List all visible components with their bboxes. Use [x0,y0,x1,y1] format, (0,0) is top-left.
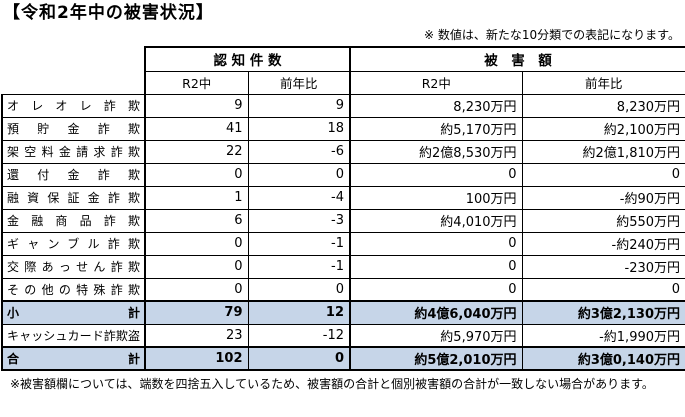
damage-r2-cell: 0 [349,254,523,279]
header-damage-r2: R2中 [349,70,523,95]
damage-r2-cell: 0 [349,231,523,256]
damage-yoy-cell: 約3億2,130万円 [521,300,685,325]
cases-yoy-cell: 0 [247,277,351,302]
cases-yoy-cell: 0 [247,346,351,371]
damage-r2-cell: 0 [349,277,523,302]
row-label: 融資保証金詐欺 [1,185,146,210]
cases-yoy-cell: 18 [247,116,351,141]
damage-r2-cell: 0 [349,162,523,187]
header-spacer [2,47,145,71]
damage-yoy-cell: 0 [521,277,685,302]
cases-yoy-cell: 12 [247,300,351,325]
header-spacer [2,71,145,94]
damage-r2-cell: 8,230万円 [349,93,523,118]
damage-yoy-cell: 8,230万円 [521,93,685,118]
cases-r2-cell: 102 [144,346,249,371]
row-label: 預貯金詐欺 [1,116,146,141]
cases-r2-cell: 0 [144,277,249,302]
damage-yoy-cell: 0 [521,162,685,187]
table-row: 還付金詐欺 0 0 0 0 [1,162,685,187]
damage-yoy-cell: 約3億0,140万円 [521,346,685,371]
row-label: 交際あっせん詐欺 [1,254,146,279]
cases-r2-cell: 6 [144,208,249,233]
damage-r2-cell: 100万円 [349,185,523,210]
header-cases-yoy: 前年比 [247,70,351,95]
row-label: 架空料金請求詐欺 [1,139,146,164]
cases-yoy-cell: -3 [247,208,351,233]
damage-r2-cell: 約2億8,530万円 [349,139,523,164]
damage-r2-cell: 約5,170万円 [349,116,523,141]
row-label: キャッシュカード詐欺盗 [1,323,146,348]
cases-yoy-cell: -12 [247,323,351,348]
header-group-row: 認 知 件 数 被 害 額 [2,46,685,72]
damage-yoy-cell: -約240万円 [521,231,685,256]
row-label: オレオレ詐欺 [1,93,146,118]
row-label: 金融商品詐欺 [1,208,146,233]
table-row: 交際あっせん詐欺 0 -1 0 -230万円 [1,254,685,279]
cases-yoy-cell: -1 [247,254,351,279]
cases-r2-cell: 9 [144,93,249,118]
row-label: 合計 [1,346,146,371]
header-sub-row: R2中 前年比 R2中 前年比 [2,70,685,95]
table-row: ギャンブル詐欺 0 -1 0 -約240万円 [1,231,685,256]
subtotal-row: 小計 79 12 約4億6,040万円 約3億2,130万円 [1,300,685,325]
cases-yoy-cell: -6 [247,139,351,164]
cases-r2-cell: 23 [144,323,249,348]
classification-note: ※ 数値は、新たな10分類での表記になります。 [424,28,680,42]
damage-r2-cell: 約4,010万円 [349,208,523,233]
cases-yoy-cell: -4 [247,185,351,210]
cases-r2-cell: 41 [144,116,249,141]
table-row: キャッシュカード詐欺盗 23 -12 約5,970万円 -約1,990万円 [1,323,685,348]
damage-yoy-cell: -約90万円 [521,185,685,210]
damage-r2-cell: 約5,970万円 [349,323,523,348]
header-damage-group: 被 害 額 [349,46,685,72]
header-damage-yoy: 前年比 [521,70,685,95]
cases-r2-cell: 22 [144,139,249,164]
damage-yoy-cell: -約1,990万円 [521,323,685,348]
rounding-note: ※被害額欄については、端数を四捨五入しているため、被害額の合計と個別被害額の合計… [10,377,654,391]
row-label: 小計 [1,300,146,325]
header-cases-r2: R2中 [144,70,249,95]
damage-yoy-cell: -230万円 [521,254,685,279]
damage-yoy-cell: 約550万円 [521,208,685,233]
cases-r2-cell: 1 [144,185,249,210]
cases-yoy-cell: 0 [247,162,351,187]
table-row: 架空料金請求詐欺 22 -6 約2億8,530万円 約2億1,810万円 [1,139,685,164]
row-label: 還付金詐欺 [1,162,146,187]
cases-yoy-cell: -1 [247,231,351,256]
damage-yoy-cell: 約2,100万円 [521,116,685,141]
total-row: 合計 102 0 約5億2,010万円 約3億0,140万円 [1,346,685,371]
table-row: 融資保証金詐欺 1 -4 100万円 -約90万円 [1,185,685,210]
damage-r2-cell: 約5億2,010万円 [349,346,523,371]
damage-status-table: 認 知 件 数 被 害 額 R2中 前年比 R2中 前年比 オレオレ詐欺 9 9… [1,46,685,371]
table-row: 預貯金詐欺 41 18 約5,170万円 約2,100万円 [1,116,685,141]
header-cases-group: 認 知 件 数 [143,46,351,72]
cases-r2-cell: 0 [144,162,249,187]
row-label: その他の特殊詐欺 [1,277,146,302]
damage-yoy-cell: 約2億1,810万円 [521,139,685,164]
page-title: 【令和2年中の被害状況】 [3,3,214,23]
cases-r2-cell: 0 [144,254,249,279]
cases-r2-cell: 0 [144,231,249,256]
table-row: オレオレ詐欺 9 9 8,230万円 8,230万円 [1,93,685,118]
cases-r2-cell: 79 [144,300,249,325]
cases-yoy-cell: 9 [247,93,351,118]
damage-r2-cell: 約4億6,040万円 [349,300,523,325]
table-row: 金融商品詐欺 6 -3 約4,010万円 約550万円 [1,208,685,233]
row-label: ギャンブル詐欺 [1,231,146,256]
report-page: 【令和2年中の被害状況】 ※ 数値は、新たな10分類での表記になります。 認 知… [1,3,685,391]
table-row: その他の特殊詐欺 0 0 0 0 [1,277,685,302]
